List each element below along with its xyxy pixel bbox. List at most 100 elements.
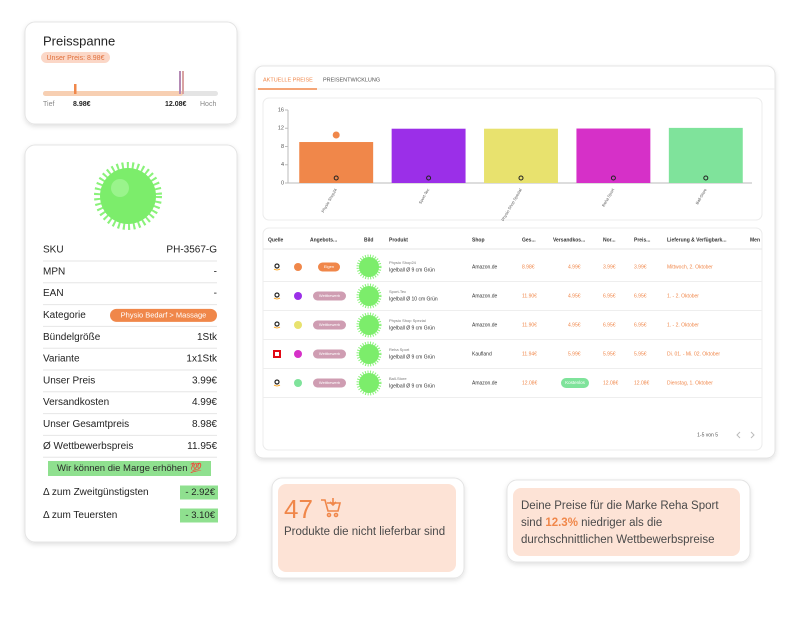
product-image-highlight [111, 179, 129, 197]
shop: Amazon.de [472, 293, 498, 299]
shipping: Kostenlos [565, 380, 586, 385]
shipping: 5.99€ [568, 351, 581, 357]
price: 12.08€ [634, 380, 650, 386]
cart-icon [321, 498, 342, 518]
y-tick-label: 4 [281, 162, 284, 168]
kaufland-logo-inner [275, 352, 279, 356]
product-name: Physio Shop24 [389, 260, 417, 265]
row-value: 4.99€ [192, 397, 217, 408]
total-price: 12.08€ [522, 380, 538, 386]
bar [484, 128, 558, 183]
product-description: Igelball Ø 9 cm Grün [389, 383, 435, 389]
tab[interactable]: AKTUELLE PREISE [263, 77, 313, 83]
cart-arrow [329, 498, 337, 507]
y-tick-label: 0 [281, 180, 284, 186]
normal-price: 6.95€ [603, 322, 616, 328]
product-thumb [359, 286, 379, 306]
color-dot [294, 379, 302, 387]
prev-page[interactable] [736, 431, 741, 439]
normal-price: 12.08€ [603, 380, 619, 386]
product-image [100, 168, 156, 224]
color-dot [294, 321, 302, 329]
source-logo [426, 175, 432, 181]
price: 3.99€ [634, 264, 647, 270]
row-value: 11.95€ [187, 441, 217, 452]
column-header: Angebots... [310, 237, 338, 243]
product-name: Ball-Store [389, 376, 407, 381]
product-image-spikes [94, 162, 162, 230]
shipping-badge [561, 378, 589, 388]
row-value: PH-3567-G [166, 245, 217, 256]
our-price-badge [41, 52, 110, 63]
product-thumb-spikes [356, 312, 382, 338]
cart-body [321, 499, 342, 512]
total-price: 11.90€ [522, 322, 537, 328]
product-thumb [359, 373, 379, 393]
source-logo [333, 175, 339, 181]
pagination: 1-5 von 5 [697, 432, 718, 438]
category-badge [110, 308, 217, 322]
total-price: 8.98€ [522, 264, 535, 270]
offer-badge [318, 262, 340, 272]
competitor-marker [179, 71, 181, 94]
delta-label: Δ zum Zweitgünstigsten [43, 487, 149, 498]
delivery: 1. - 2. Oktober [667, 293, 699, 299]
offer-type: Wettbewerb [319, 380, 341, 385]
row-label: Unser Gesamtpreis [43, 419, 129, 430]
offer-badge [313, 349, 346, 359]
shop: Amazon.de [472, 322, 498, 328]
column-header: Nor... [603, 237, 616, 243]
column-header: Men [750, 237, 760, 243]
column-header: Shop [472, 237, 485, 243]
normal-price: 3.99€ [603, 264, 616, 270]
amazon-logo [274, 292, 280, 298]
offer-type: Wettbewerb [319, 293, 341, 298]
product-description: Igelball Ø 9 cm Grün [389, 354, 435, 360]
product-thumb [359, 315, 379, 335]
shop: Amazon.de [472, 264, 498, 270]
column-header: Preis... [634, 237, 651, 243]
total-price: 11.90€ [522, 293, 537, 299]
source-logo [518, 175, 524, 181]
insight-card-inner [513, 488, 740, 556]
shop: Kaufland [472, 351, 492, 357]
color-dot [294, 263, 302, 271]
product-thumb [359, 344, 379, 364]
color-dot [294, 292, 302, 300]
offer-badge [313, 320, 346, 330]
insight-after: niedriger als die durchschnittlichen Wet… [521, 517, 715, 546]
product-description: Igelball Ø 9 cm Grün [389, 267, 435, 273]
row-label: MPN [43, 266, 65, 277]
tab[interactable]: PREISENTWICKLUNG [323, 77, 380, 83]
product-description: Igelball Ø 10 cm Grün [389, 296, 438, 302]
category-value: Physio Bedarf > Massage [121, 310, 207, 319]
shipping: 4.95€ [568, 293, 581, 299]
offer-badge [313, 378, 346, 388]
delta-label: Δ zum Teuersten [43, 510, 117, 521]
delta-badge [180, 485, 218, 500]
row-label: Bündelgröße [43, 332, 101, 343]
total-price: 11.94€ [522, 351, 537, 357]
delivery: Di. 01. - Mi. 02. Oktober [667, 351, 720, 357]
hint: Wir können die Marge erhöhen 💯 [57, 462, 202, 474]
column-header: Versandkos... [553, 237, 586, 243]
product-thumb [359, 257, 379, 277]
delivery: Mittwoch, 2. Oktober [667, 264, 713, 270]
unavailable-card-inner [278, 484, 456, 572]
offer-type: Wettbewerb [319, 351, 341, 356]
row-label: SKU [43, 245, 64, 256]
offer-type: Eigen [324, 264, 334, 269]
row-value: 3.99€ [192, 375, 217, 386]
unavailable-count: 47 [284, 494, 313, 524]
product-name: Sport-Tec [389, 289, 406, 294]
price-range-title: Preisspanne [43, 33, 115, 48]
own-marker [332, 131, 340, 139]
next-page[interactable] [750, 431, 755, 439]
row-label: Versandkosten [43, 397, 109, 408]
row-label: Kategorie [43, 310, 86, 321]
range-fill [43, 91, 183, 96]
bar [576, 128, 651, 183]
y-tick-label: 12 [278, 126, 284, 132]
